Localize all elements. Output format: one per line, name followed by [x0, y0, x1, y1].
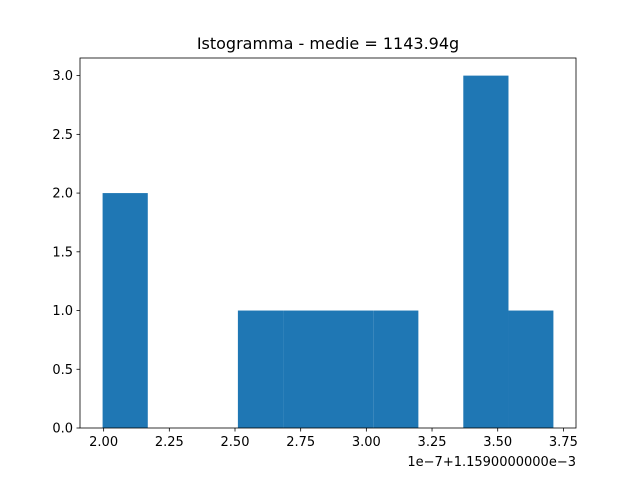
y-tick-label: 1.5: [52, 245, 73, 260]
x-tick-label: 3.50: [483, 435, 512, 450]
y-tick-label: 0.5: [52, 363, 73, 378]
bar: [328, 310, 374, 428]
x-tick-label: 2.25: [155, 435, 184, 450]
y-tick-label: 2.0: [52, 187, 73, 202]
x-tick-label: 3.00: [352, 435, 381, 450]
x-tick-label: 2.75: [286, 435, 315, 450]
bar: [283, 310, 328, 428]
x-offset-label: 1e−7+1.1590000000e−3: [407, 455, 576, 470]
x-tick-label: 2.50: [221, 435, 250, 450]
y-tick-label: 2.5: [52, 128, 73, 143]
x-tick-label: 3.75: [549, 435, 578, 450]
x-tick-label: 2.00: [89, 435, 118, 450]
chart-title: Istogramma - medie = 1143.94g: [197, 34, 459, 53]
y-tick-label: 0.0: [52, 422, 73, 437]
y-tick-label: 3.0: [52, 69, 73, 84]
bar: [237, 310, 284, 428]
bar: [373, 310, 419, 428]
axes-frame: [79, 57, 577, 429]
x-tick-label: 3.25: [418, 435, 447, 450]
bar: [102, 193, 148, 428]
bar: [508, 310, 554, 428]
y-tick-label: 1.0: [52, 304, 73, 319]
bar: [463, 75, 509, 428]
